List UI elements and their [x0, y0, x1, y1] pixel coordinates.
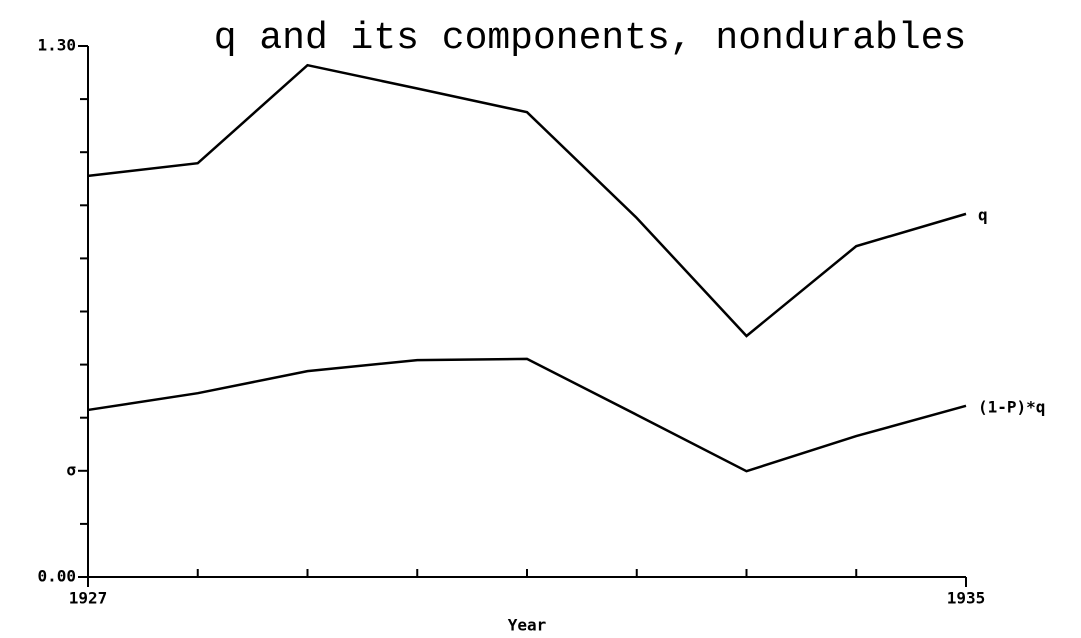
y-tick-label: 1.30	[37, 36, 76, 55]
x-tick-label: 1927	[69, 589, 108, 608]
x-tick-label: 1935	[947, 589, 986, 608]
series-line	[87, 63, 967, 338]
series-label: q	[978, 205, 988, 224]
series-label: (1-P)*q	[978, 397, 1045, 416]
x-axis-label: Year	[508, 616, 547, 635]
y-tick-label: σ	[66, 460, 76, 479]
series-line	[87, 357, 967, 473]
y-tick-label: 0.00	[37, 567, 76, 586]
chart-title: q and its components, nondurables	[214, 17, 967, 60]
